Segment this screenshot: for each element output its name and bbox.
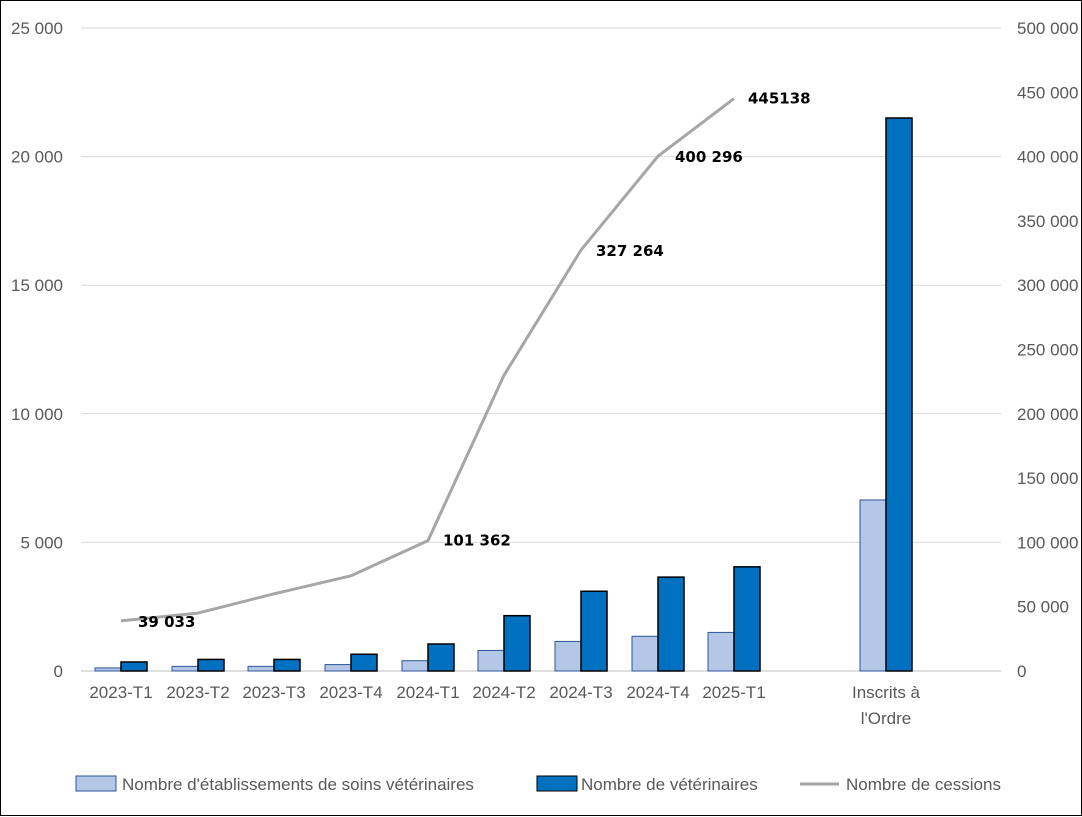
bar-veterinaires	[197, 658, 225, 672]
data-labels: 39 033 101 362 327 264 400 296 445138	[138, 90, 811, 631]
bar-etablissements	[401, 660, 429, 672]
bar-etablissements	[247, 665, 275, 672]
right-axis-tick: 350 000	[1017, 212, 1078, 231]
legend-swatch-veterinaires	[536, 775, 578, 792]
bar-etablissements	[554, 640, 582, 672]
cessions-data-label: 400 296	[675, 148, 743, 166]
left-axis-tick: 0	[54, 662, 63, 681]
right-axis-ticks: 0 50 000 100 000 150 000 200 000 250 000 300 0…	[1017, 19, 1078, 681]
cessions-data-label: 39 033	[138, 613, 195, 631]
category-label: 2024-T3	[549, 683, 612, 702]
bar-etablissements	[324, 664, 352, 672]
right-axis-tick: 150 000	[1017, 469, 1078, 488]
category-label: 2023-T2	[166, 683, 229, 702]
gridlines	[81, 27, 1001, 672]
left-axis-tick: 15 000	[11, 276, 63, 295]
bar-veterinaires	[120, 661, 148, 672]
right-axis-tick: 100 000	[1017, 533, 1078, 552]
category-label: 2024-T1	[396, 683, 459, 702]
bar-veterinaires	[273, 658, 301, 672]
bar-veterinaires	[657, 576, 685, 672]
cessions-line-group	[120, 97, 735, 623]
right-axis-tick: 250 000	[1017, 341, 1078, 360]
category-labels: 2023-T1 2023-T2 2023-T3 2023-T4 2024-T1 2024-…	[89, 683, 920, 728]
bar-etablissements	[94, 667, 122, 672]
bar-etablissements	[859, 499, 887, 672]
category-label: Inscrits à	[852, 683, 921, 702]
legend: Nombre d'établissements de soins vétérin…	[75, 775, 1001, 794]
left-axis-ticks: 0 5 000 10 000 15 000 20 000 25 000	[11, 19, 63, 681]
bar-veterinaires	[885, 117, 913, 672]
category-label: 2024-T4	[626, 683, 689, 702]
legend-label-veterinaires: Nombre de vétérinaires	[581, 775, 758, 794]
left-axis-tick: 10 000	[11, 405, 63, 424]
right-axis-tick: 400 000	[1017, 148, 1078, 167]
cessions-data-label: 445138	[748, 90, 811, 108]
bar-veterinaires	[503, 614, 531, 672]
bar-veterinaires	[350, 653, 378, 672]
bar-veterinaires	[427, 643, 455, 672]
category-label: 2023-T4	[319, 683, 382, 702]
cessions-data-label: 101 362	[443, 532, 511, 550]
category-label: 2023-T3	[242, 683, 305, 702]
bar-etablissements	[631, 635, 659, 672]
bar-etablissements	[707, 631, 735, 672]
legend-label-etablissements: Nombre d'établissements de soins vétérin…	[122, 775, 474, 794]
bar-etablissements	[171, 665, 199, 672]
bars	[94, 117, 913, 672]
legend-label-cessions: Nombre de cessions	[846, 775, 1001, 794]
category-label: 2024-T2	[472, 683, 535, 702]
category-label: l'Ordre	[861, 709, 911, 728]
legend-swatch-etablissements	[75, 775, 117, 792]
right-axis-tick: 0	[1017, 662, 1026, 681]
cessions-line	[120, 97, 735, 623]
left-axis-tick: 20 000	[11, 148, 63, 167]
cessions-data-label: 327 264	[596, 242, 664, 260]
right-axis-tick: 450 000	[1017, 83, 1078, 102]
right-axis-tick: 300 000	[1017, 276, 1078, 295]
bar-etablissements	[477, 649, 505, 672]
bar-veterinaires	[733, 566, 761, 672]
category-label: 2025-T1	[702, 683, 765, 702]
left-axis-tick: 25 000	[11, 19, 63, 38]
right-axis-tick: 500 000	[1017, 19, 1078, 38]
left-axis-tick: 5 000	[20, 533, 63, 552]
category-label: 2023-T1	[89, 683, 152, 702]
right-axis-tick: 200 000	[1017, 405, 1078, 424]
right-axis-tick: 50 000	[1017, 598, 1069, 617]
bar-veterinaires	[580, 590, 608, 672]
